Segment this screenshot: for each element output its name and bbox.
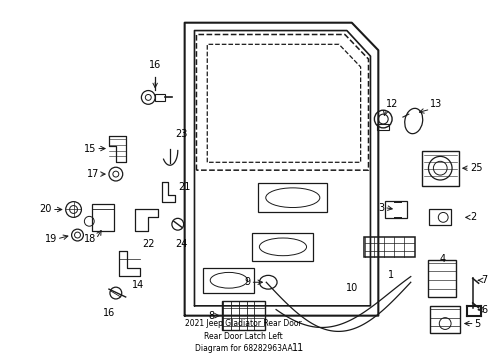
Text: 2: 2 — [470, 212, 476, 222]
Bar — [428, 260, 456, 297]
Text: 2021 Jeep Gladiator Rear Door
Rear Door Latch Left
Diagram for 68282963AA: 2021 Jeep Gladiator Rear Door Rear Door … — [185, 319, 302, 353]
Text: 24: 24 — [175, 239, 188, 249]
Text: 5: 5 — [475, 319, 481, 329]
Text: 17: 17 — [87, 169, 99, 179]
Bar — [430, 306, 460, 333]
Text: 4: 4 — [439, 253, 445, 264]
Bar — [222, 301, 265, 330]
Text: 13: 13 — [430, 99, 442, 109]
Text: 3: 3 — [378, 203, 384, 212]
Text: 21: 21 — [178, 182, 190, 192]
Text: 16: 16 — [103, 308, 115, 318]
Text: 23: 23 — [175, 129, 187, 139]
Text: 20: 20 — [40, 204, 52, 215]
Text: 14: 14 — [132, 280, 145, 290]
Bar — [421, 150, 459, 186]
Bar — [203, 268, 254, 293]
Text: 6: 6 — [482, 305, 488, 315]
Text: 8: 8 — [208, 311, 214, 321]
Bar — [92, 204, 114, 231]
Bar — [252, 233, 314, 261]
Bar — [258, 183, 327, 212]
Text: 1: 1 — [388, 270, 394, 280]
Bar — [377, 124, 389, 130]
Text: 18: 18 — [84, 234, 96, 244]
Text: 10: 10 — [345, 283, 358, 293]
Text: 16: 16 — [149, 60, 161, 70]
Text: 7: 7 — [482, 275, 488, 285]
Text: 19: 19 — [45, 234, 57, 244]
Text: 12: 12 — [386, 99, 398, 109]
Text: 9: 9 — [245, 277, 250, 287]
Bar — [385, 201, 407, 219]
Bar — [364, 237, 415, 257]
Bar — [155, 94, 165, 101]
Text: 11: 11 — [292, 343, 304, 353]
Text: 25: 25 — [470, 163, 482, 173]
Bar — [429, 210, 451, 225]
Text: 15: 15 — [84, 144, 96, 154]
Text: 22: 22 — [142, 239, 154, 249]
